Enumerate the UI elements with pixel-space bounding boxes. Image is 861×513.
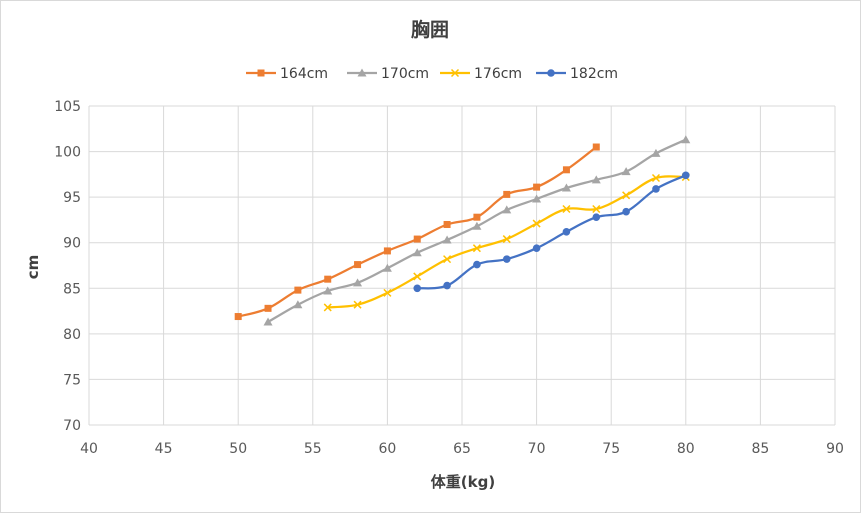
data-point-176cm: [532, 219, 541, 228]
data-point-182cm: [592, 213, 601, 221]
x-tick-label: 65: [453, 441, 471, 457]
data-point-176cm: [472, 244, 481, 253]
data-point-164cm: [234, 313, 242, 321]
series-line-182cm: [416, 174, 687, 290]
data-point-170cm: [651, 148, 661, 157]
x-tick-label: 70: [528, 441, 546, 457]
data-point-182cm: [473, 260, 481, 269]
series-182cm: [413, 171, 690, 293]
data-point-164cm: [324, 275, 332, 283]
y-tick-label: 95: [63, 190, 81, 206]
legend: 164cm 170cm 176cm 182cm: [246, 66, 618, 82]
data-point-182cm: [502, 255, 511, 263]
data-point-176cm: [323, 303, 332, 312]
x-tick-label: 50: [229, 441, 247, 457]
legend-label: 170cm: [381, 66, 429, 82]
x-tick-label: 45: [155, 441, 173, 457]
y-tick-label: 90: [63, 236, 81, 252]
data-point-170cm: [412, 248, 422, 257]
legend-marker: [357, 68, 367, 77]
data-point-170cm: [472, 221, 482, 230]
x-axis-title: 体重(kg): [431, 473, 495, 491]
y-axis-title: cm: [24, 255, 42, 280]
y-tick-label: 105: [54, 99, 81, 115]
data-point-170cm: [561, 183, 571, 192]
y-tick-label: 75: [63, 372, 81, 388]
data-point-164cm: [413, 235, 421, 243]
data-point-164cm: [592, 143, 600, 151]
data-point-176cm: [413, 272, 422, 281]
data-point-176cm: [562, 204, 571, 214]
legend-label: 164cm: [280, 66, 328, 82]
data-point-182cm: [622, 207, 630, 216]
chart-title: 胸囲: [411, 18, 449, 41]
data-point-182cm: [652, 185, 660, 193]
legend-label: 176cm: [474, 66, 522, 82]
data-point-182cm: [413, 284, 422, 293]
data-point-182cm: [682, 171, 690, 180]
data-point-176cm: [651, 173, 660, 183]
x-tick-label: 60: [378, 441, 396, 457]
data-point-164cm: [533, 183, 541, 191]
data-point-164cm: [562, 166, 570, 174]
series-164cm: [234, 143, 600, 321]
legend-item-182cm: 182cm: [536, 66, 618, 82]
data-point-170cm: [263, 317, 273, 326]
data-point-170cm: [502, 205, 512, 214]
data-point-170cm: [353, 278, 363, 287]
data-point-182cm: [443, 281, 451, 290]
data-point-164cm: [294, 286, 302, 294]
legend-marker: [450, 68, 460, 78]
data-point-164cm: [473, 213, 481, 221]
data-point-170cm: [323, 286, 333, 295]
legend-item-164cm: 164cm: [246, 66, 328, 82]
legend-item-170cm: 170cm: [347, 66, 429, 82]
x-tick-label: 90: [826, 441, 844, 457]
data-point-164cm: [354, 261, 362, 269]
data-point-170cm: [621, 167, 631, 176]
x-tick-label: 85: [751, 441, 769, 457]
data-point-170cm: [293, 300, 303, 309]
data-point-164cm: [264, 304, 272, 312]
data-point-182cm: [532, 244, 541, 252]
legend-label: 182cm: [570, 66, 618, 82]
y-tick-label: 100: [54, 145, 81, 161]
data-point-170cm: [382, 263, 392, 272]
data-point-170cm: [532, 194, 542, 203]
data-point-164cm: [383, 247, 391, 255]
series-170cm: [263, 135, 691, 326]
data-point-176cm: [383, 288, 392, 297]
legend-item-176cm: 176cm: [440, 66, 522, 82]
y-tick-label: 80: [63, 327, 81, 343]
data-point-164cm: [503, 190, 511, 198]
data-point-164cm: [443, 220, 451, 228]
axis-tick-labels: 70 75 80 85 90 95 100 105 40 45 50 55 60 65 70 75 80 85 90: [54, 99, 844, 457]
data-point-182cm: [562, 227, 571, 236]
y-tick-label: 70: [63, 418, 81, 434]
data-point-176cm: [353, 300, 362, 309]
data-point-170cm: [442, 235, 452, 244]
data-point-176cm: [622, 191, 631, 200]
data-point-176cm: [443, 255, 452, 264]
legend-marker: [547, 69, 555, 77]
data-point-170cm: [591, 175, 601, 184]
series-layer: [234, 135, 691, 326]
data-point-176cm: [502, 235, 511, 244]
x-tick-label: 40: [80, 441, 98, 457]
legend-marker: [257, 69, 265, 77]
gridlines: [88, 105, 836, 426]
data-point-176cm: [592, 204, 601, 214]
x-tick-label: 75: [602, 441, 620, 457]
y-tick-label: 85: [63, 281, 81, 297]
series-line-170cm: [266, 138, 687, 324]
x-tick-label: 55: [304, 441, 322, 457]
data-point-170cm: [681, 135, 691, 144]
x-tick-label: 80: [677, 441, 695, 457]
